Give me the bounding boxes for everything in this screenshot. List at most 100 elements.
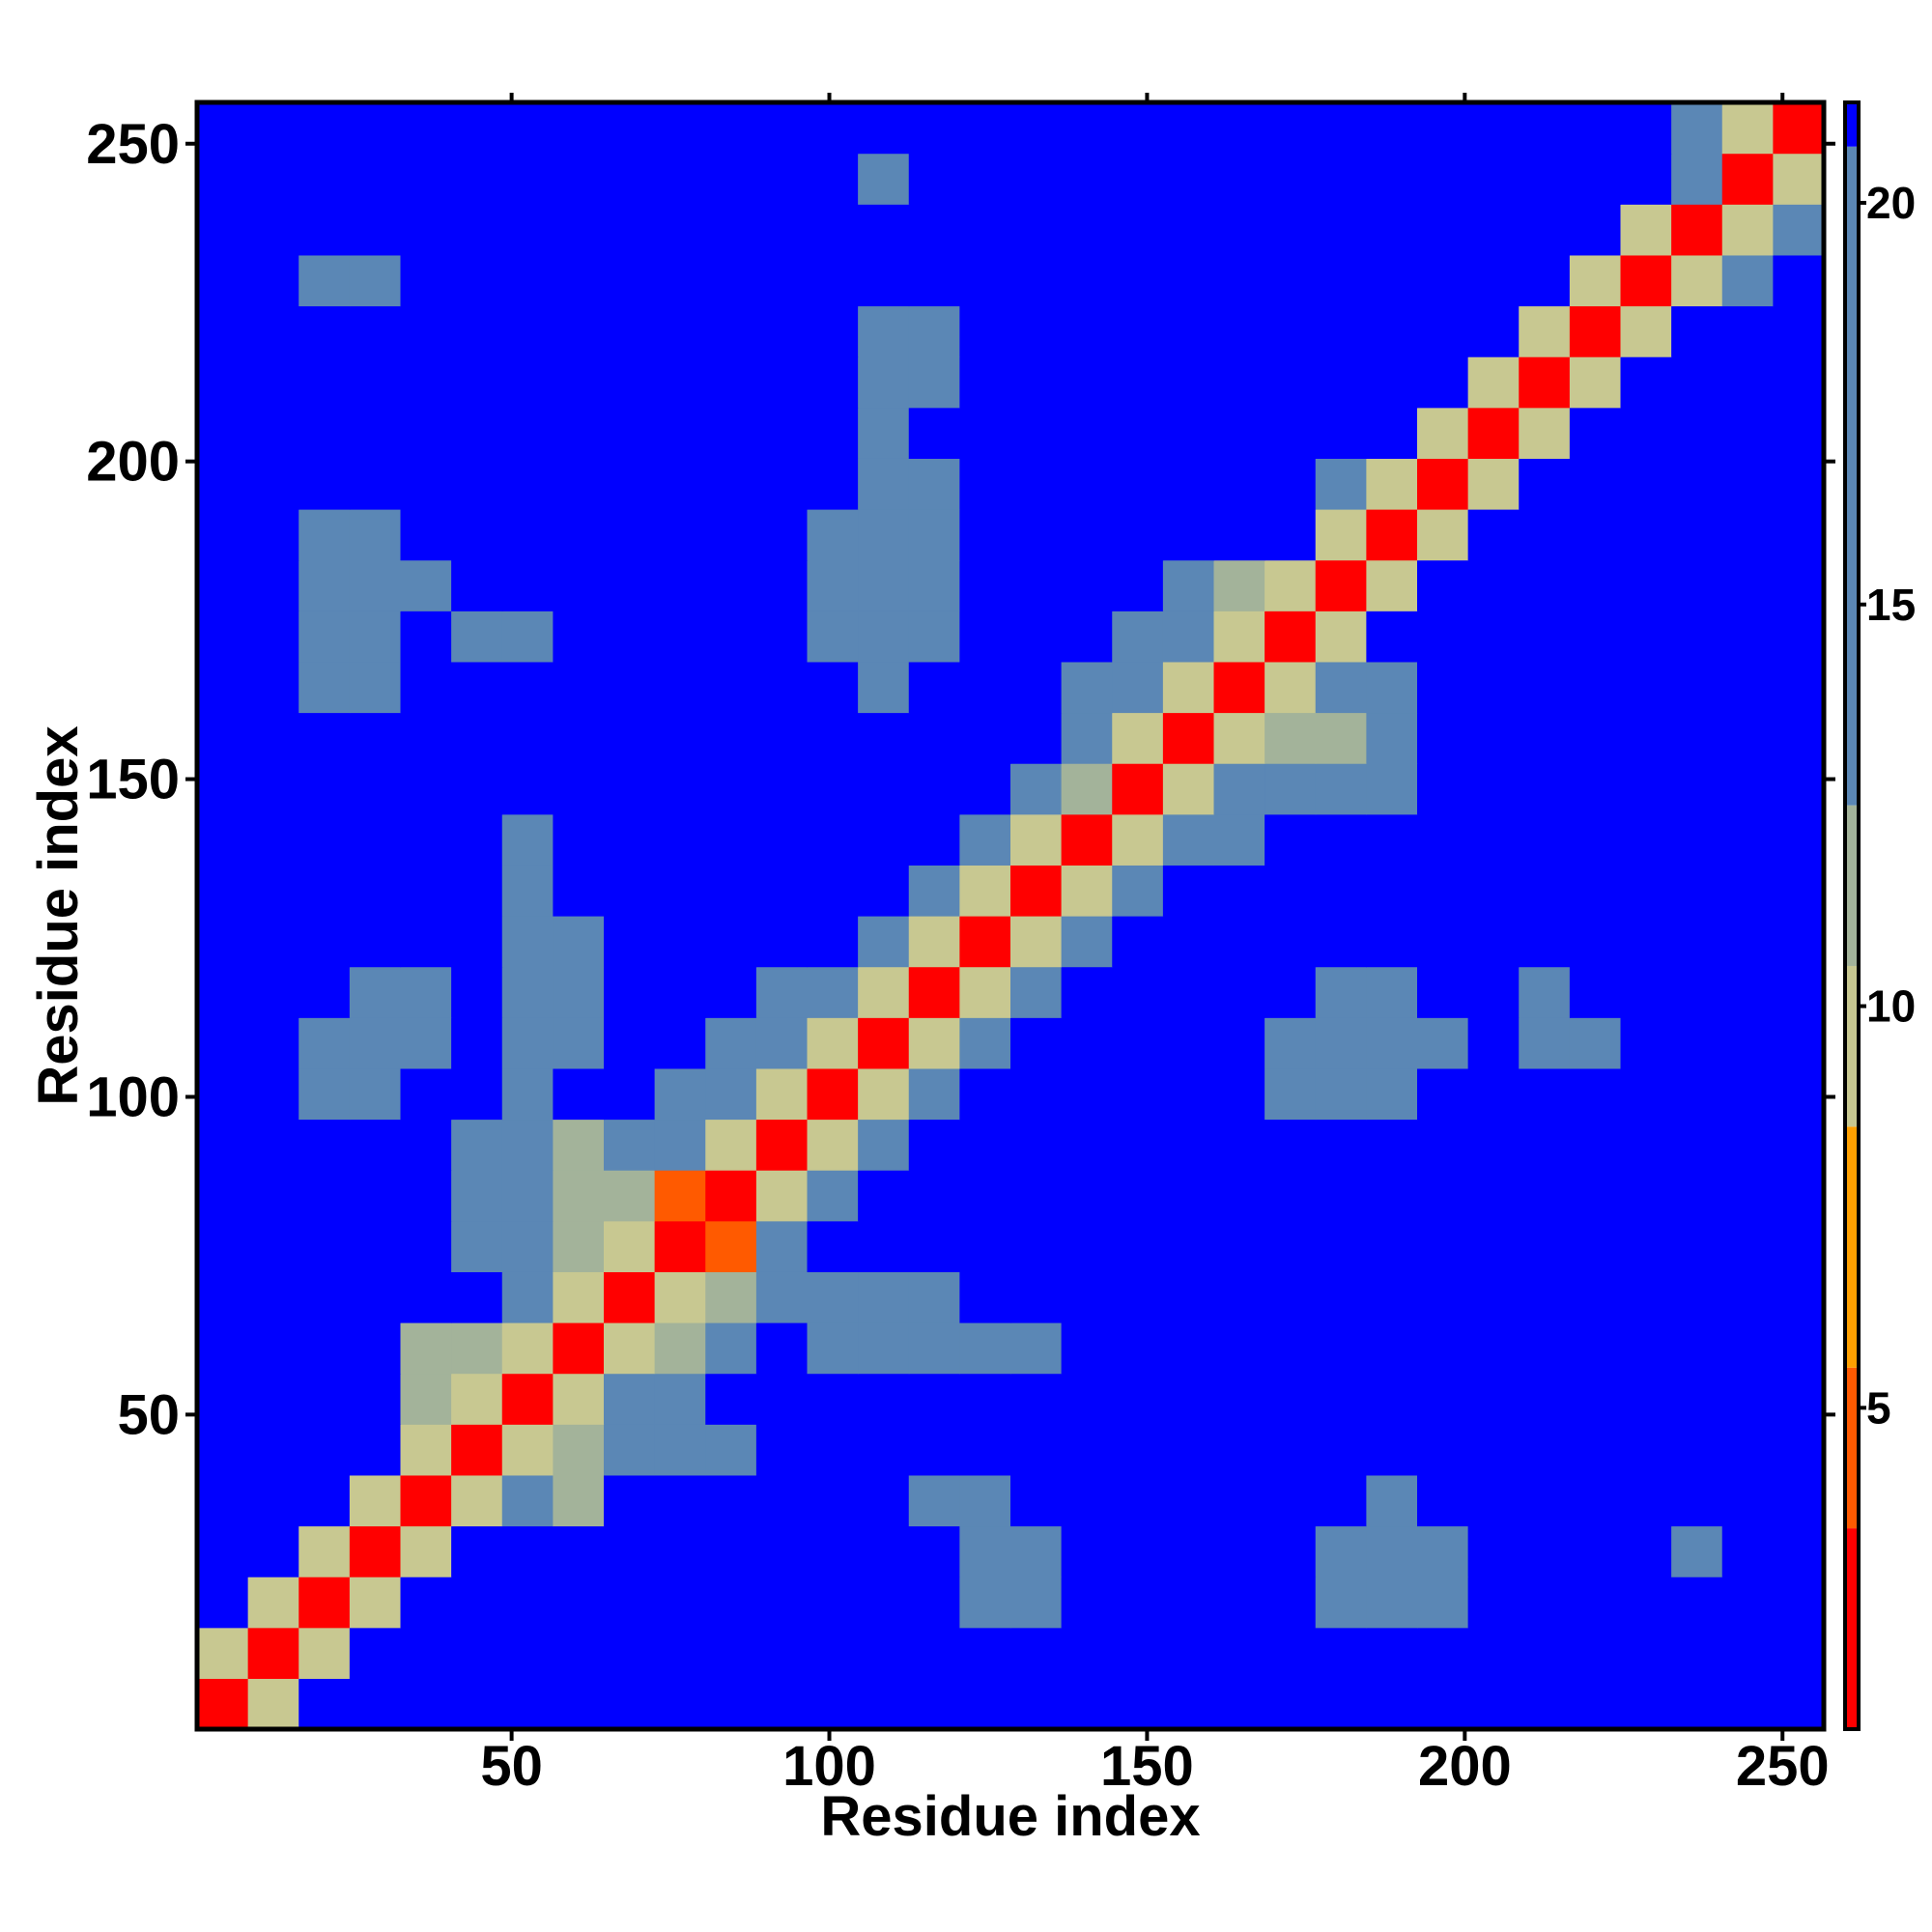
heatmap-cell: [807, 356, 859, 409]
heatmap-cell: [1264, 407, 1317, 459]
heatmap-cell: [1671, 1220, 1723, 1272]
heatmap-cell: [298, 204, 351, 256]
heatmap-cell: [451, 865, 503, 917]
heatmap-cell: [298, 966, 351, 1018]
heatmap-cell: [1620, 1220, 1672, 1272]
heatmap-cell: [1519, 1067, 1571, 1121]
heatmap-cell: [247, 1220, 299, 1272]
heatmap-cell: [501, 1678, 554, 1729]
heatmap-cell: [858, 661, 910, 714]
heatmap-cell: [553, 1017, 605, 1069]
heatmap-cell: [1671, 916, 1723, 968]
heatmap-cell: [1569, 458, 1622, 510]
heatmap-cell: [1061, 458, 1113, 510]
heatmap-cell: [1061, 102, 1113, 155]
heatmap-cell: [1773, 1577, 1824, 1629]
heatmap-cell: [1417, 1577, 1469, 1629]
heatmap-cell: [1519, 1474, 1571, 1527]
heatmap-cell: [553, 1271, 605, 1323]
heatmap-cell: [1162, 763, 1215, 815]
heatmap-cell: [908, 661, 960, 714]
heatmap-cell: [807, 1220, 859, 1272]
heatmap-cell: [755, 1474, 809, 1527]
heatmap-cell: [1417, 102, 1469, 155]
heatmap-cell: [247, 305, 299, 357]
heatmap-cell: [705, 1577, 757, 1629]
heatmap-cell: [1721, 1577, 1774, 1629]
heatmap-cell: [1061, 356, 1113, 409]
heatmap-cell: [1467, 1271, 1520, 1323]
heatmap-cell: [858, 407, 910, 459]
heatmap-cell: [908, 1678, 960, 1729]
heatmap-cell: [400, 865, 452, 917]
heatmap-cell: [1773, 1627, 1824, 1679]
heatmap-cell: [349, 1170, 402, 1222]
heatmap-cell: [1721, 254, 1774, 307]
heatmap-cell: [1721, 813, 1774, 866]
heatmap-cell: [654, 966, 706, 1018]
heatmap-cell: [755, 1678, 809, 1729]
heatmap-cell: [705, 1170, 757, 1222]
heatmap-cell: [400, 611, 452, 663]
heatmap-cell: [501, 1373, 554, 1425]
heatmap-cell: [1061, 763, 1113, 815]
heatmap-cell: [755, 1577, 809, 1629]
plot-frame: [194, 99, 1827, 1732]
heatmap-cell: [1467, 407, 1520, 459]
heatmap-cell: [1061, 1271, 1113, 1323]
heatmap-cell: [501, 1627, 554, 1679]
heatmap-cell: [755, 1119, 809, 1171]
heatmap-cell: [1112, 1271, 1164, 1323]
heatmap-cell: [1315, 1627, 1367, 1679]
heatmap-cell: [349, 813, 402, 866]
heatmap-cell: [705, 1017, 757, 1069]
heatmap-cell: [604, 966, 656, 1018]
heatmap-cell: [858, 1067, 910, 1121]
heatmap-cell: [1417, 509, 1469, 561]
heatmap-cell: [197, 458, 249, 510]
heatmap-cell: [553, 865, 605, 917]
colorbar-tick-label: 10: [1866, 981, 1916, 1032]
heatmap-cell: [1671, 1474, 1723, 1527]
heatmap-cell: [1315, 509, 1367, 561]
heatmap-cell: [1773, 611, 1824, 663]
heatmap-cell: [1519, 966, 1571, 1018]
heatmap-cell: [1721, 1322, 1774, 1375]
heatmap-cell: [1417, 559, 1469, 611]
heatmap-cell: [1671, 1067, 1723, 1121]
heatmap-cell: [959, 712, 1011, 764]
heatmap-cell: [705, 559, 757, 611]
heatmap-cell: [501, 1424, 554, 1476]
heatmap-cell: [1213, 966, 1265, 1018]
heatmap-cell: [1671, 865, 1723, 917]
heatmap-cell: [1467, 611, 1520, 663]
heatmap-cell: [1721, 763, 1774, 815]
heatmap-cell: [604, 254, 656, 307]
heatmap-cell: [1366, 1424, 1418, 1476]
heatmap-cell: [1620, 1678, 1672, 1729]
x-tick-label: 150: [1100, 1735, 1194, 1798]
heatmap-cell: [908, 763, 960, 815]
heatmap-cell: [1162, 712, 1215, 764]
heatmap-cell: [755, 1373, 809, 1425]
heatmap-cell: [807, 1170, 859, 1222]
heatmap-cell: [858, 966, 910, 1018]
heatmap-cell: [1773, 1170, 1824, 1222]
heatmap-cell: [1569, 1119, 1622, 1171]
heatmap-cell: [654, 1577, 706, 1629]
heatmap-cell: [654, 1322, 706, 1375]
heatmap-cell: [1366, 1170, 1418, 1222]
heatmap-cell: [1061, 1322, 1113, 1375]
heatmap-cell: [1061, 1474, 1113, 1527]
heatmap-cell: [1213, 712, 1265, 764]
heatmap-cell: [908, 1424, 960, 1476]
heatmap-cell: [1366, 356, 1418, 409]
heatmap-cell: [858, 712, 910, 764]
heatmap-cell: [1569, 966, 1622, 1018]
heatmap-cell: [1467, 966, 1520, 1018]
heatmap-cell: [400, 1322, 452, 1375]
heatmap-cell: [501, 1220, 554, 1272]
heatmap-cell: [1010, 1119, 1063, 1171]
heatmap-cell: [197, 966, 249, 1018]
heatmap-cell: [1112, 458, 1164, 510]
